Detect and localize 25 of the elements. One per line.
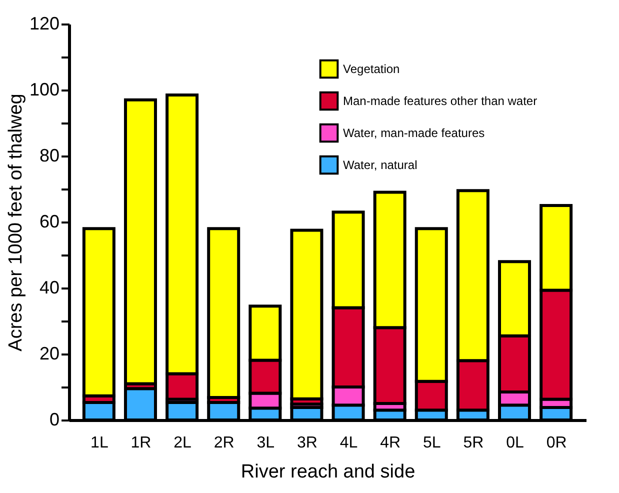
x-tick-label: 4R [380,434,401,452]
legend-label: Vegetation [343,62,400,76]
legend-label: Water, natural [343,158,418,172]
legend-label: Man-made features other than water [343,94,538,108]
x-tick-label: 1R [130,434,152,452]
legend-label: Water, man-made features [343,126,485,140]
y-axis-title: Acres per 1000 feet of thalweg [5,94,26,352]
y-tick-label: 60 [39,212,60,232]
x-tick-label: 0L [506,434,524,452]
y-tick-label: 80 [39,146,60,166]
x-tick-label: 1L [90,434,108,452]
x-tick-label: 3R [296,434,318,452]
x-tick-label: 4L [340,434,358,452]
y-tick-label: 40 [39,278,60,298]
y-tick-label: 20 [39,344,60,364]
y-tick-label: 120 [29,14,60,34]
x-axis-title: River reach and side [240,462,416,482]
x-tick-label: 2R [214,434,234,452]
y-tick-label: 0 [49,410,60,430]
x-tick-label: 5L [422,434,441,452]
x-tick-label: 5R [463,434,484,452]
x-tick-label: 2L [174,434,192,452]
x-tick-label: 3L [256,434,275,452]
y-tick-label: 100 [29,80,60,100]
x-tick-label: 0R [546,434,567,452]
